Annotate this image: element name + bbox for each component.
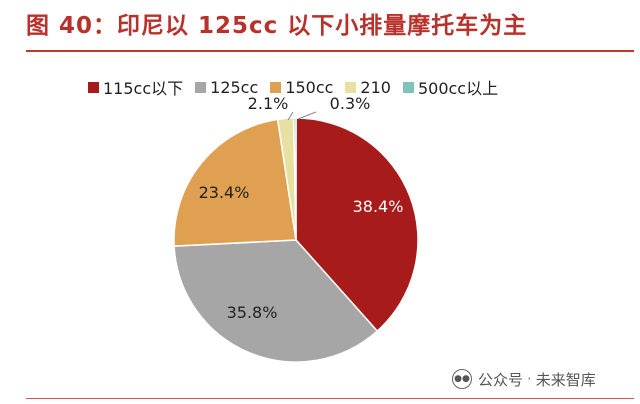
legend-item-1: 125cc [195,78,258,97]
watermark-separator: · [527,370,532,388]
legend-item-2: 150cc [270,78,333,97]
pie-slice-4 [292,117,297,241]
legend-item-0: 115cc以下 [88,75,183,99]
legend-swatch [345,81,357,93]
watermark: ●● 公众号 · 未来智库 [452,366,596,392]
pie-slice-1 [173,239,379,363]
wechat-icon: ●● [452,369,472,389]
bottom-divider [26,398,634,399]
pie-slice-2 [173,118,297,247]
pie-slice-0 [295,117,419,333]
legend-label: 115cc以下 [103,79,184,98]
slice-label-0: 38.4% [353,197,404,216]
legend-label: 500cc以上 [417,79,499,98]
legend-swatch [88,81,99,93]
leader-line-3 [287,111,294,121]
slice-label-3: 2.1% [248,94,289,113]
legend-swatch [195,81,207,93]
watermark-label: 公众号 [478,370,524,389]
legend-item-3: 210 [345,78,391,97]
watermark-name: 未来智库 [535,370,596,389]
leader-line-4 [297,111,317,120]
legend-label: 125cc [210,77,259,97]
legend-label: 210 [360,77,391,97]
legend-item-4: 500cc以上 [402,75,499,99]
figure-title: 图 40：印尼以 125cc 以下小排量摩托车为主 [26,13,528,39]
legend-swatch [270,81,282,93]
legend-label: 150cc [285,77,334,97]
slice-label-4: 0.3% [330,94,371,113]
slice-label-1: 35.8% [227,303,278,322]
slice-label-2: 23.4% [199,183,250,202]
legend-swatch [402,81,414,93]
title-divider [26,50,634,52]
chart-legend: 115cc以下 125cc 150cc 210 500cc以上 [88,74,498,100]
